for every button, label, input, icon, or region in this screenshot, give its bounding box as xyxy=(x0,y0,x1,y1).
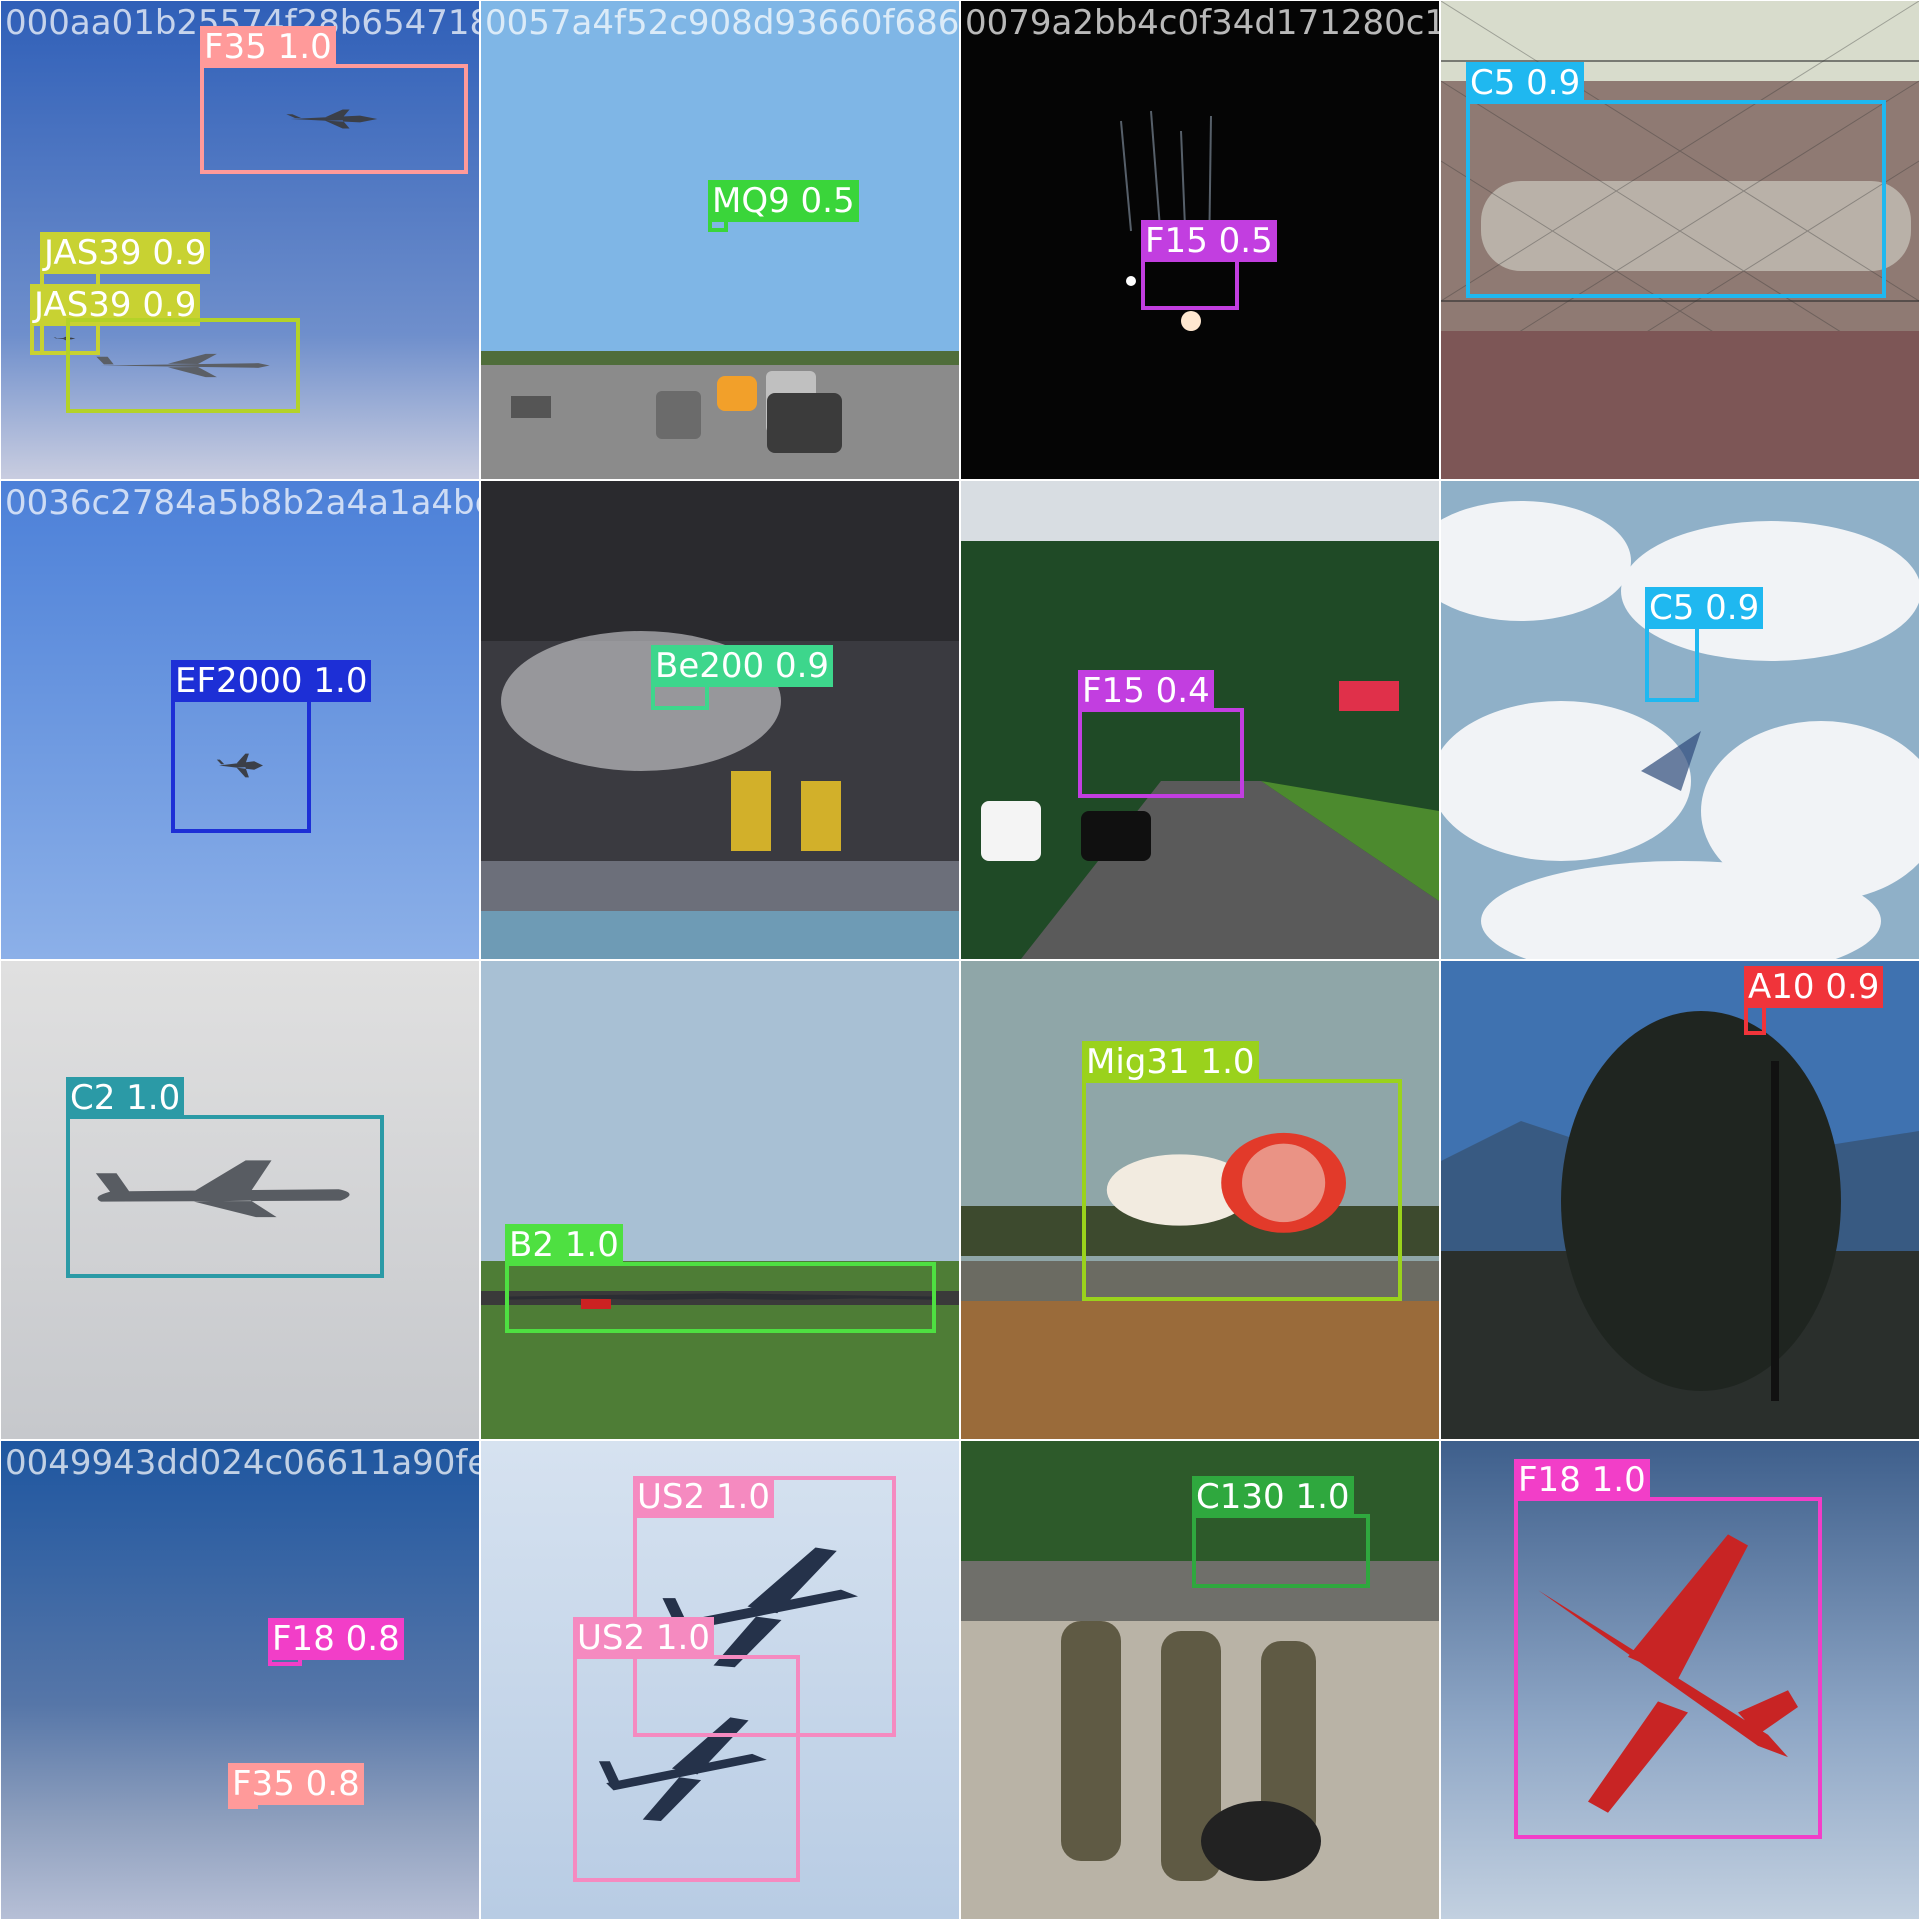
photo-clouds xyxy=(1441,481,1919,959)
image-tile: US2 1.0 US2 1.0 xyxy=(481,1441,959,1919)
aircraft-bomber xyxy=(509,1293,932,1301)
detection-box: F35 0.8 xyxy=(228,1763,364,1809)
detection-label: US2 1.0 xyxy=(573,1617,714,1659)
photo-port xyxy=(481,481,959,959)
detection-box: C130 1.0 xyxy=(1192,1476,1370,1588)
photo-highway xyxy=(481,1,959,479)
detection-box: F35 1.0 xyxy=(200,26,468,174)
detection-label: JAS39 0.9 xyxy=(40,232,211,274)
image-tile: C2 1.0 xyxy=(1,961,479,1439)
detection-box: F18 0.8 xyxy=(268,1618,404,1666)
detection-box: F18 1.0 xyxy=(1514,1459,1822,1839)
detection-label: A10 0.9 xyxy=(1744,966,1884,1008)
detection-box: US2 1.0 xyxy=(633,1476,896,1737)
detection-box: C5 0.9 xyxy=(1645,587,1764,702)
photo-blue xyxy=(1,481,479,959)
detection-box: F15 0.4 xyxy=(1078,670,1244,798)
photo-mountain xyxy=(1441,961,1919,1439)
detection-box: B2 1.0 xyxy=(505,1224,936,1333)
detection-label: F15 0.5 xyxy=(1141,220,1277,262)
detection-box: EF2000 1.0 xyxy=(171,660,372,833)
image-tile: Be200 0.9 xyxy=(481,481,959,959)
detection-box: Mig31 1.0 xyxy=(1082,1041,1402,1301)
image-tile: 0049943dd024c06611a90fe F18 0.8 F35 0.8 xyxy=(1,1441,479,1919)
aircraft-amphibian xyxy=(598,1717,767,1822)
image-tile: C5 0.9 xyxy=(1441,481,1919,959)
aircraft-chutes xyxy=(1106,1132,1346,1233)
detection-box: C2 1.0 xyxy=(66,1077,384,1278)
detection-box: F15 0.5 xyxy=(1141,220,1277,310)
detection-label: C5 0.9 xyxy=(1466,62,1585,104)
photo-haze xyxy=(1,1441,479,1919)
detection-box xyxy=(66,318,300,413)
aircraft-tanker xyxy=(96,353,270,378)
photo-fence xyxy=(1441,1,1919,479)
detection-label: C5 0.9 xyxy=(1645,587,1764,629)
image-tile: Mig31 1.0 xyxy=(961,961,1439,1439)
detection-label: C130 1.0 xyxy=(1192,1476,1354,1518)
image-tile: B2 1.0 xyxy=(481,961,959,1439)
image-tile: F15 0.4 xyxy=(961,481,1439,959)
detection-box: MQ9 0.5 xyxy=(708,180,859,232)
aircraft-fighter xyxy=(53,336,76,341)
detection-box: JAS39 0.9 xyxy=(40,232,211,355)
detection-label: C2 1.0 xyxy=(66,1077,185,1119)
detection-label: F35 1.0 xyxy=(200,26,336,68)
photo-pale xyxy=(481,1441,959,1919)
detection-box: C5 0.9 xyxy=(1466,62,1886,298)
detection-box: Be200 0.9 xyxy=(651,645,834,710)
detection-label: F35 0.8 xyxy=(228,1763,364,1805)
aircraft-fighter xyxy=(286,109,378,129)
image-tile: F18 1.0 xyxy=(1441,1441,1919,1919)
detection-label: MQ9 0.5 xyxy=(708,180,859,222)
aircraft-redjet xyxy=(1538,1534,1798,1813)
photo-road xyxy=(961,481,1439,959)
detection-label: B2 1.0 xyxy=(505,1224,623,1266)
detection-label: F18 1.0 xyxy=(1514,1459,1650,1501)
photo-night xyxy=(961,1,1439,479)
detection-label: US2 1.0 xyxy=(633,1476,774,1518)
image-tile: 0079a2bb4c0f34d171280c113 F15 0.5 xyxy=(961,1,1439,479)
detection-box: A10 0.9 xyxy=(1744,966,1884,1035)
detection-label: F18 0.8 xyxy=(268,1618,404,1660)
aircraft-amphibian xyxy=(662,1547,858,1668)
aircraft-fighter xyxy=(216,753,263,778)
image-tile: 0057a4f52c908d93660f686df MQ9 0.5 xyxy=(481,1,959,479)
image-tile: 000aa01b25574f28b654718 F35 1.0 JAS39 0.9 J… xyxy=(1,1,479,479)
detection-label: F15 0.4 xyxy=(1078,670,1214,712)
detection-label: Mig31 1.0 xyxy=(1082,1041,1259,1083)
image-tile: A10 0.9 xyxy=(1441,961,1919,1439)
detection-box: US2 1.0 xyxy=(573,1617,800,1882)
image-tile: C130 1.0 xyxy=(961,1441,1439,1919)
photo-runway xyxy=(481,961,959,1439)
aircraft-transport xyxy=(95,1160,350,1218)
image-tile: C5 0.9 xyxy=(1441,1,1919,479)
image-tile: 0036c2784a5b8b2a4a1a4bd EF2000 1.0 xyxy=(1,481,479,959)
detection-label: Be200 0.9 xyxy=(651,645,834,687)
detection-label: EF2000 1.0 xyxy=(171,660,372,702)
